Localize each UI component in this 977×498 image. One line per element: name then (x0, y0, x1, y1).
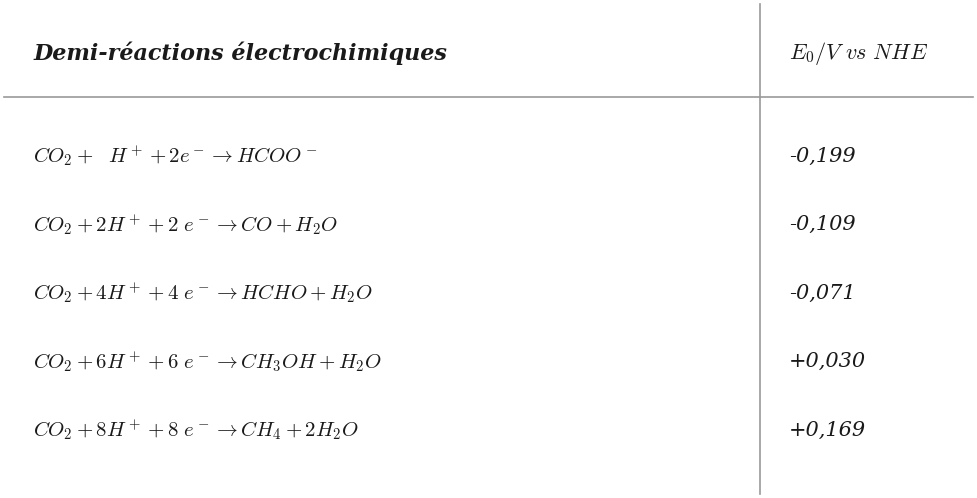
Text: $CO_2 + 2H^++ 2\ e^-\rightarrow CO + H_2O$: $CO_2 + 2H^++ 2\ e^-\rightarrow CO + H_2… (33, 212, 338, 237)
Text: Demi-réactions électrochimiques: Demi-réactions électrochimiques (33, 41, 447, 65)
Text: +0,030: +0,030 (788, 352, 866, 371)
Text: +0,169: +0,169 (788, 421, 866, 440)
Text: $CO_2 + 6H^++ 6\ e^-\rightarrow CH_3OH + H_2O$: $CO_2 + 6H^++ 6\ e^-\rightarrow CH_3OH +… (33, 349, 382, 374)
Text: $CO_2+\ \ H^+ + 2e^- \rightarrow HCOO^-$: $CO_2+\ \ H^+ + 2e^- \rightarrow HCOO^-$ (33, 143, 318, 168)
Text: $CO_2 + 8H^++ 8\ e^-\rightarrow CH_4 + 2H_2O$: $CO_2 + 8H^++ 8\ e^-\rightarrow CH_4 + 2… (33, 418, 359, 443)
Text: -0,199: -0,199 (788, 146, 856, 165)
Text: $\mathbf{\mathit{E_0/V\ vs\ NHE}}$: $\mathbf{\mathit{E_0/V\ vs\ NHE}}$ (788, 40, 928, 67)
Text: -0,109: -0,109 (788, 215, 856, 234)
Text: $CO_2 + 4H^++ 4\ e^-\rightarrow HCHO + H_2O$: $CO_2 + 4H^++ 4\ e^-\rightarrow HCHO + H… (33, 281, 373, 305)
Text: -0,071: -0,071 (788, 283, 856, 303)
